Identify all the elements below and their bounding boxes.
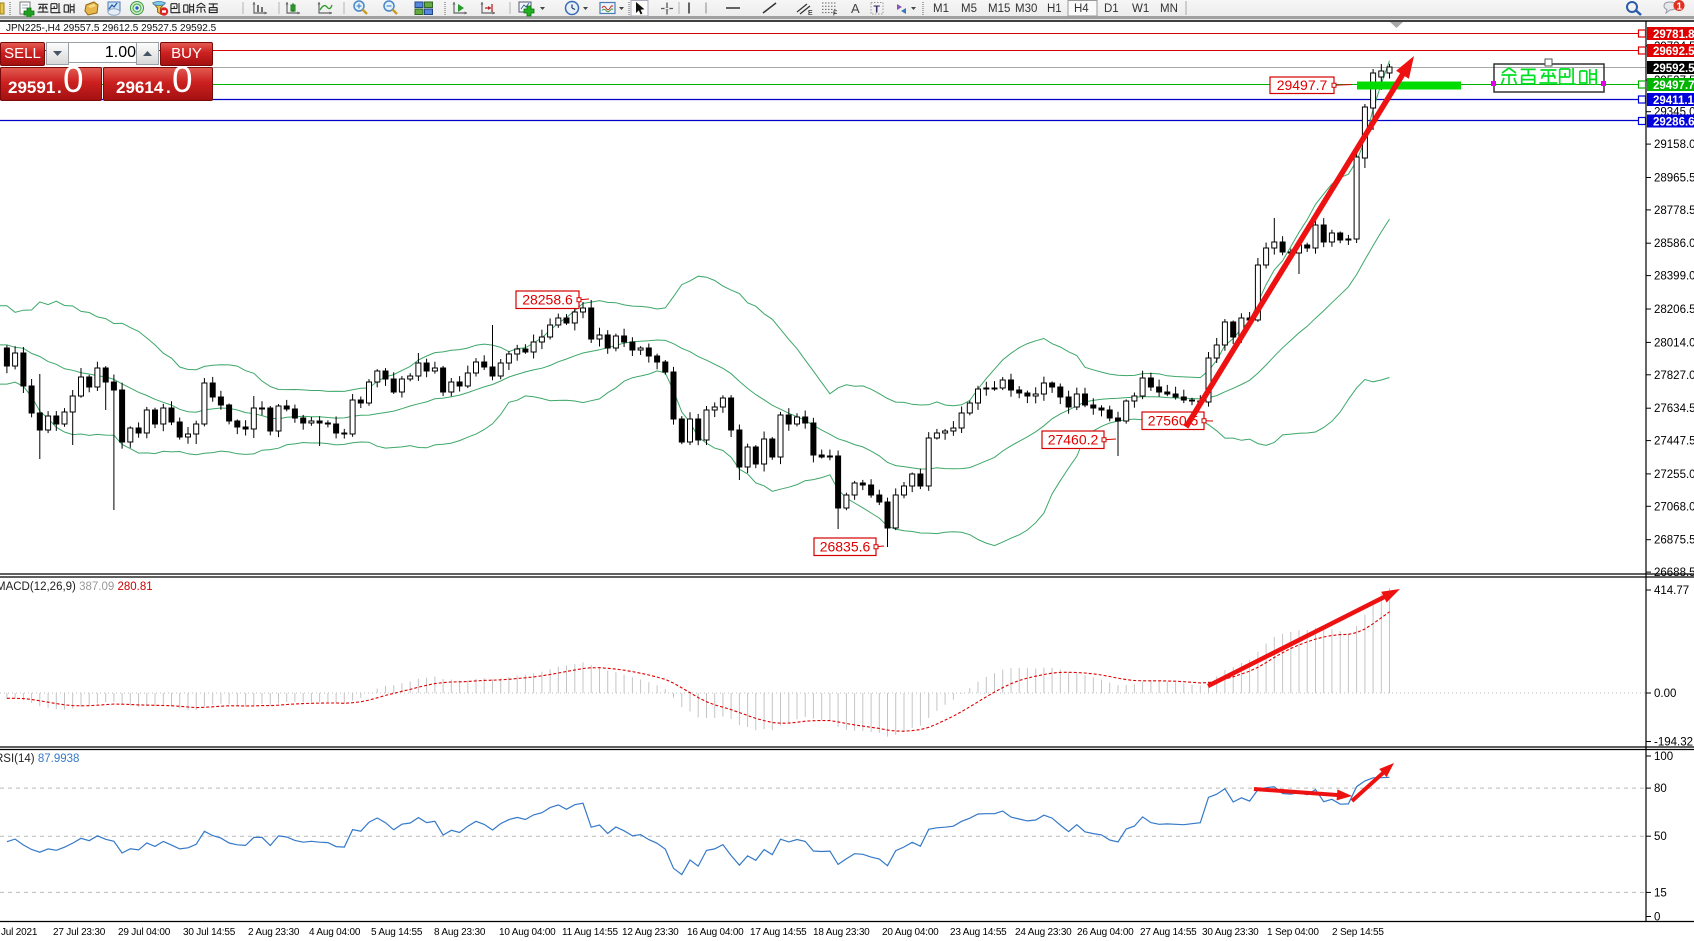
svg-text:RSI(14) 87.9938: RSI(14) 87.9938 [0, 753, 79, 765]
svg-text:28206.5: 28206.5 [1654, 304, 1694, 316]
svg-text:29497.7: 29497.7 [1277, 77, 1328, 93]
svg-text:24 Aug 23:30: 24 Aug 23:30 [1015, 927, 1072, 938]
svg-text:Jul 2021: Jul 2021 [1, 927, 38, 938]
svg-text:E: E [808, 10, 813, 17]
svg-text:0: 0 [1654, 912, 1660, 924]
svg-text:2 Aug 23:30: 2 Aug 23:30 [248, 927, 300, 938]
svg-text:27827.0: 27827.0 [1654, 370, 1694, 382]
svg-text:50: 50 [1654, 831, 1667, 843]
svg-text:28258.6: 28258.6 [522, 291, 573, 307]
svg-text:26875.5: 26875.5 [1654, 535, 1694, 547]
svg-text:F: F [833, 11, 837, 18]
svg-text:18 Aug 23:30: 18 Aug 23:30 [813, 927, 870, 938]
svg-text:27255.0: 27255.0 [1654, 469, 1694, 481]
svg-text:29 Jul 04:00: 29 Jul 04:00 [118, 927, 171, 938]
svg-text:W1: W1 [1132, 3, 1149, 15]
svg-text:M5: M5 [961, 3, 977, 15]
svg-text:26835.6: 26835.6 [820, 538, 871, 554]
svg-text:MN: MN [1160, 3, 1178, 15]
svg-text:12 Aug 23:30: 12 Aug 23:30 [622, 927, 679, 938]
svg-text:T: T [874, 4, 881, 16]
svg-text:16 Aug 04:00: 16 Aug 04:00 [687, 927, 744, 938]
svg-text:29692.5: 29692.5 [1653, 46, 1694, 58]
svg-text:27460.2: 27460.2 [1048, 431, 1099, 447]
svg-text:27 Jul 23:30: 27 Jul 23:30 [53, 927, 106, 938]
svg-text:4 Aug 04:00: 4 Aug 04:00 [309, 927, 361, 938]
svg-text:26688.5: 26688.5 [1654, 567, 1694, 579]
svg-text:17 Aug 14:55: 17 Aug 14:55 [750, 927, 807, 938]
svg-text:28586.0: 28586.0 [1654, 238, 1694, 250]
svg-text:23 Aug 14:55: 23 Aug 14:55 [950, 927, 1007, 938]
svg-text:28778.5: 28778.5 [1654, 205, 1694, 217]
svg-text:20 Aug 04:00: 20 Aug 04:00 [882, 927, 939, 938]
svg-text:26 Aug 04:00: 26 Aug 04:00 [1077, 927, 1134, 938]
svg-text:JPN225-,H4 29557.5 29612.5 29: JPN225-,H4 29557.5 29612.5 29527.5 29592… [6, 23, 217, 34]
svg-text:29497.7: 29497.7 [1653, 80, 1694, 92]
svg-text:28965.5: 28965.5 [1654, 173, 1694, 185]
svg-text:1: 1 [1677, 2, 1683, 13]
svg-text:29158.0: 29158.0 [1654, 139, 1694, 151]
svg-text:29411.1: 29411.1 [1653, 95, 1694, 107]
svg-text:D1: D1 [1104, 3, 1119, 15]
svg-text:30 Jul 14:55: 30 Jul 14:55 [183, 927, 236, 938]
svg-text:27634.5: 27634.5 [1654, 403, 1694, 415]
svg-text:MACD(12,26,9) 387.09 280.81: MACD(12,26,9) 387.09 280.81 [0, 581, 153, 593]
svg-text:H1: H1 [1047, 3, 1062, 15]
svg-text:10 Aug 04:00: 10 Aug 04:00 [499, 927, 556, 938]
svg-text:27068.0: 27068.0 [1654, 501, 1694, 513]
svg-text:15: 15 [1654, 887, 1667, 899]
svg-text:A: A [851, 1, 860, 16]
svg-text:0.00: 0.00 [1654, 688, 1676, 700]
svg-text:M1: M1 [933, 3, 949, 15]
svg-text:27447.5: 27447.5 [1654, 436, 1694, 448]
svg-text:27 Aug 14:55: 27 Aug 14:55 [1140, 927, 1197, 938]
svg-text:5 Aug 14:55: 5 Aug 14:55 [371, 927, 423, 938]
svg-text:100: 100 [1654, 751, 1673, 763]
svg-text:1 Sep 04:00: 1 Sep 04:00 [1267, 927, 1319, 938]
svg-text:H4: H4 [1074, 3, 1089, 15]
svg-text:M30: M30 [1015, 3, 1037, 15]
svg-text:8 Aug 23:30: 8 Aug 23:30 [434, 927, 486, 938]
svg-text:-194.32: -194.32 [1654, 737, 1693, 749]
svg-text:28014.0: 28014.0 [1654, 337, 1694, 349]
svg-text:28399.0: 28399.0 [1654, 271, 1694, 283]
svg-text:M15: M15 [988, 3, 1010, 15]
svg-text:80: 80 [1654, 783, 1667, 795]
svg-text:11 Aug 14:55: 11 Aug 14:55 [562, 927, 618, 938]
svg-text:29286.6: 29286.6 [1653, 117, 1694, 129]
svg-text:29592.5: 29592.5 [1653, 63, 1694, 75]
svg-text:2 Sep 14:55: 2 Sep 14:55 [1332, 927, 1384, 938]
svg-text:414.77: 414.77 [1654, 585, 1689, 597]
svg-text:29781.8: 29781.8 [1653, 29, 1694, 41]
svg-text:30 Aug 23:30: 30 Aug 23:30 [1202, 927, 1259, 938]
